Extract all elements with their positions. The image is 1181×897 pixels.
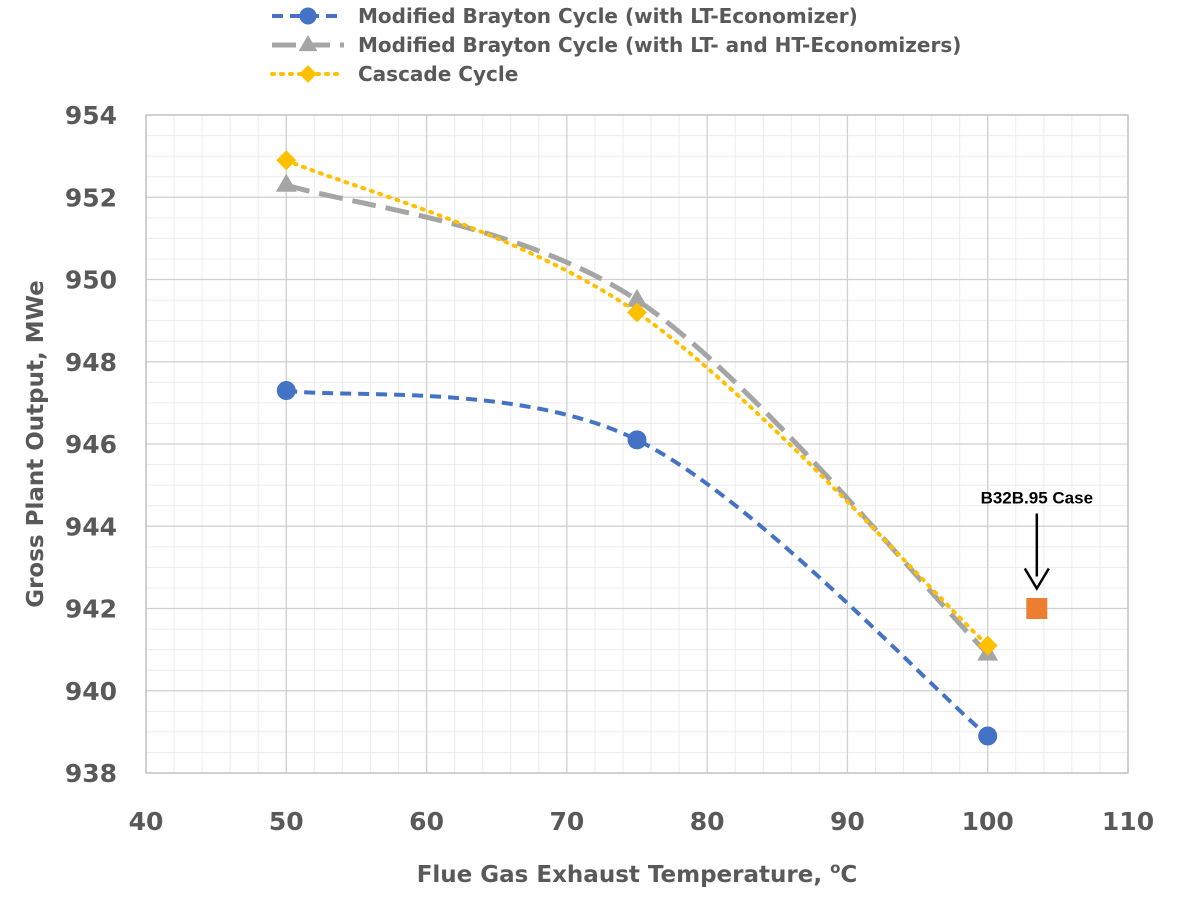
x-tick-label: 110 — [1102, 807, 1154, 836]
series-1 — [276, 381, 998, 746]
legend-swatch-marker — [299, 65, 317, 83]
data-point-marker — [977, 635, 998, 656]
legend-item: Modified Brayton Cycle (with LT- and HT-… — [272, 33, 961, 57]
data-point-marker — [626, 288, 648, 307]
legend-label: Modified Brayton Cycle (with LT-Economiz… — [358, 4, 858, 28]
x-tick-label: 40 — [129, 807, 164, 836]
data-point-marker — [275, 173, 297, 192]
legend-swatch-marker — [298, 34, 318, 52]
data-point-marker — [627, 302, 647, 323]
y-tick-label: 948 — [65, 348, 117, 377]
x-tick-label: 80 — [690, 807, 725, 836]
x-tick-label: 90 — [830, 807, 865, 836]
x-tick-label: 70 — [549, 807, 584, 836]
y-tick-label: 952 — [65, 183, 117, 212]
annotation-layer: B32B.95 Case — [981, 489, 1093, 619]
plot-border — [145, 114, 1129, 774]
y-tick-label: 950 — [65, 266, 117, 295]
y-tick-label: 944 — [65, 512, 117, 541]
series-line — [285, 182, 990, 656]
data-point-marker — [627, 430, 647, 450]
x-tick-label: 50 — [269, 807, 304, 836]
series-line — [284, 158, 990, 648]
series-3 — [276, 150, 998, 656]
annotation-label: B32B.95 Case — [981, 489, 1093, 508]
annotation-point-marker — [1026, 598, 1048, 619]
legend-item: Cascade Cycle — [270, 62, 518, 86]
plot-area-border — [145, 114, 1129, 774]
stray-character: 2 — [0, 337, 7, 354]
legend-label: Cascade Cycle — [358, 62, 518, 86]
series-layer — [275, 150, 999, 746]
legend-item: Modified Brayton Cycle (with LT-Economiz… — [272, 4, 858, 28]
data-point-marker — [276, 150, 297, 171]
legend-label: Modified Brayton Cycle (with LT- and HT-… — [358, 33, 961, 57]
y-tick-label: 940 — [65, 677, 117, 706]
data-point-marker — [276, 381, 296, 401]
y-axis-title: Gross Plant Output, MWe — [23, 280, 49, 608]
y-tick-label: 954 — [65, 101, 117, 130]
y-axis-tick-labels: 938 940 942 944 946 948 950 952 954 — [65, 101, 117, 788]
x-axis-title-unit: C — [840, 862, 857, 888]
y-tick-label: 938 — [65, 759, 117, 788]
x-tick-label: 60 — [409, 807, 444, 836]
y-tick-label: 942 — [65, 595, 117, 624]
legend-swatch-marker — [299, 7, 317, 25]
x-axis-title: Flue Gas Exhaust Temperature, oC — [417, 859, 858, 888]
x-axis-tick-labels: 40 50 60 70 80 90 100 110 — [129, 807, 1154, 836]
y-tick-label: 946 — [65, 430, 117, 459]
data-point-marker — [978, 726, 998, 746]
series-line — [286, 388, 990, 738]
x-tick-label: 100 — [962, 807, 1014, 836]
x-axis-title-degree: o — [830, 859, 840, 877]
legend: Modified Brayton Cycle (with LT-Economiz… — [270, 4, 961, 86]
annotation-arrow-head — [1023, 567, 1050, 591]
